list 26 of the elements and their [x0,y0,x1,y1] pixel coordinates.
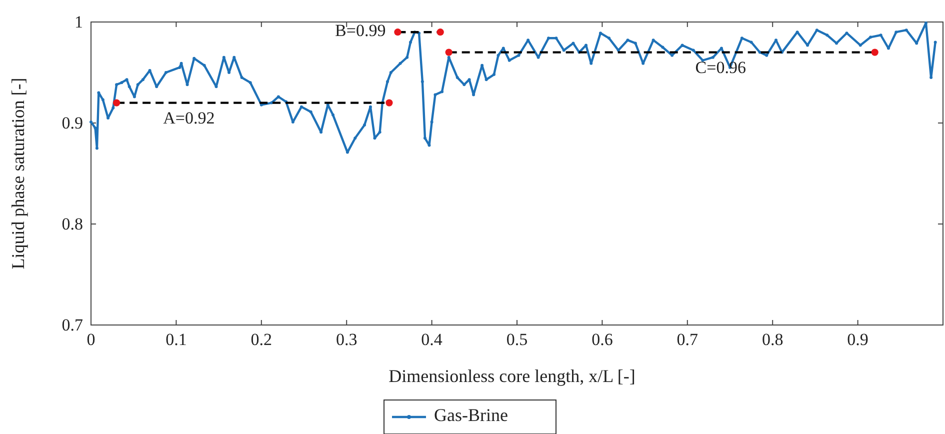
x-tick-label: 0.4 [421,330,443,350]
x-tick-label: 0.6 [592,330,613,350]
y-tick-label: 1 [74,12,83,32]
y-tick-label: 0.7 [62,315,84,334]
point [445,48,452,56]
y-axis-title: Liquid phase saturation [-] [8,78,28,270]
annotation: A=0.92 [163,108,215,128]
point [871,48,878,56]
point [112,99,120,106]
point [394,28,402,36]
y-tick-label: 0.8 [62,214,83,234]
x-tick-label: 0 [86,330,96,350]
x-tick-label: 0.2 [250,330,272,350]
y-tick-label: 0.9 [62,113,83,132]
x-tick-label: 0.7 [676,330,699,350]
legend-label: Gas-Brine [434,405,508,426]
x-tick-label: 0.8 [762,330,784,350]
x-tick-label: 0.1 [166,330,187,350]
annotation: B=0.99 [335,21,386,40]
point [436,28,444,36]
annotation: C=0.96 [695,58,746,78]
x-tick-label: 0.3 [336,330,358,350]
x-tick-label: 0.9 [847,330,868,350]
x-tick-label: 0.5 [506,330,528,350]
x-axis-title: Dimensionless core length, x/L [-] [388,366,636,386]
point [386,99,393,106]
